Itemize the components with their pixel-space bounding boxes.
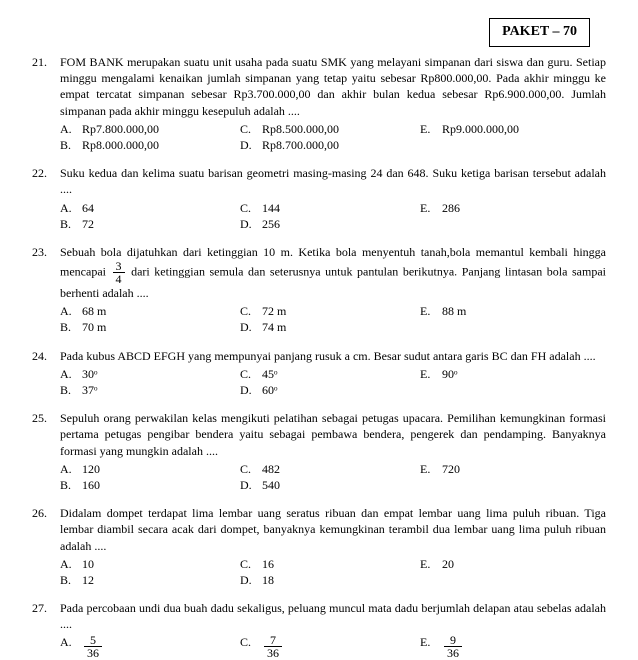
question-body: Sebuah bola dijatuhkan dari ketinggian 1… [60,244,606,336]
question-body: Pada kubus ABCD EFGH yang mempunyai panj… [60,348,606,399]
option-b: B.Rp8.000.000,00 [60,137,240,153]
option-a: A.10 [60,556,240,572]
question-text: Sepuluh orang perwakilan kelas mengikuti… [60,411,606,457]
option-b: B.160 [60,477,240,493]
question-26: 26. Didalam dompet terdapat lima lembar … [32,505,606,588]
question-text: Didalam dompet terdapat lima lembar uang… [60,506,606,552]
option-c: C.16 [240,556,420,572]
question-text: FOM BANK merupakan suatu unit usaha pada… [60,55,606,118]
options: A.120 B.160 C.482 D.540 E.720 [60,461,606,493]
option-c: C.45ᵒ [240,366,420,382]
question-22: 22. Suku kedua dan kelima suatu barisan … [32,165,606,232]
option-c: C.144 [240,200,420,216]
question-text: Pada percobaan undi dua buah dadu sekali… [60,601,606,631]
question-list: 21. FOM BANK merupakan suatu unit usaha … [32,54,606,659]
option-d: D.540 [240,477,420,493]
option-e: E.90ᵒ [420,366,580,382]
options: A.64 B.72 C.144 D.256 E.286 [60,200,606,232]
options: A.Rp7.800.000,00 B.Rp8.000.000,00 C.Rp8.… [60,121,606,153]
option-d: D.60ᵒ [240,382,420,398]
option-e: E.Rp9.000.000,00 [420,121,580,137]
options: A.10 B.12 C.16 D.18 E.20 [60,556,606,588]
paket-header: PAKET – 70 [489,18,590,47]
option-a: A.30ᵒ [60,366,240,382]
question-25: 25. Sepuluh orang perwakilan kelas mengi… [32,410,606,493]
fraction: 736 [264,634,282,659]
option-b: B.72 [60,216,240,232]
option-d: D.74 m [240,319,420,335]
fraction: 34 [113,260,125,285]
option-a: A.120 [60,461,240,477]
question-body: Didalam dompet terdapat lima lembar uang… [60,505,606,588]
question-number: 27. [32,600,60,616]
option-d: D.Rp8.700.000,00 [240,137,420,153]
option-b: B.37ᵒ [60,382,240,398]
option-e: E.720 [420,461,580,477]
option-e: E. 936 [420,634,580,659]
question-number: 22. [32,165,60,181]
question-text: Pada kubus ABCD EFGH yang mempunyai panj… [60,349,596,363]
option-b: B.12 [60,572,240,588]
fraction: 936 [444,634,462,659]
question-number: 24. [32,348,60,364]
question-number: 25. [32,410,60,426]
question-23: 23. Sebuah bola dijatuhkan dari ketinggi… [32,244,606,336]
option-b: B.70 m [60,319,240,335]
question-number: 23. [32,244,60,260]
option-c: C.482 [240,461,420,477]
question-body: FOM BANK merupakan suatu unit usaha pada… [60,54,606,153]
option-d: D.256 [240,216,420,232]
option-a: A.64 [60,200,240,216]
option-c: C.Rp8.500.000,00 [240,121,420,137]
fraction: 536 [84,634,102,659]
question-24: 24. Pada kubus ABCD EFGH yang mempunyai … [32,348,606,399]
option-e: E.286 [420,200,580,216]
question-21: 21. FOM BANK merupakan suatu unit usaha … [32,54,606,153]
question-text-part2: dari ketinggian semula dan seterusnya un… [60,264,606,300]
option-a: A.68 m [60,303,240,319]
option-c: C. 736 [240,634,420,659]
question-body: Suku kedua dan kelima suatu barisan geom… [60,165,606,232]
option-a: A.Rp7.800.000,00 [60,121,240,137]
option-a: A. 536 [60,634,240,659]
option-d: D.18 [240,572,420,588]
options: A. 536 C. 736 E. 936 [60,634,606,659]
options: A.30ᵒ B.37ᵒ C.45ᵒ D.60ᵒ E.90ᵒ [60,366,606,398]
question-text: Suku kedua dan kelima suatu barisan geom… [60,166,606,196]
question-number: 26. [32,505,60,521]
question-body: Sepuluh orang perwakilan kelas mengikuti… [60,410,606,493]
option-e: E.88 m [420,303,580,319]
question-number: 21. [32,54,60,70]
option-c: C.72 m [240,303,420,319]
option-e: E.20 [420,556,580,572]
options: A.68 m B.70 m C.72 m D.74 m E.88 m [60,303,606,335]
